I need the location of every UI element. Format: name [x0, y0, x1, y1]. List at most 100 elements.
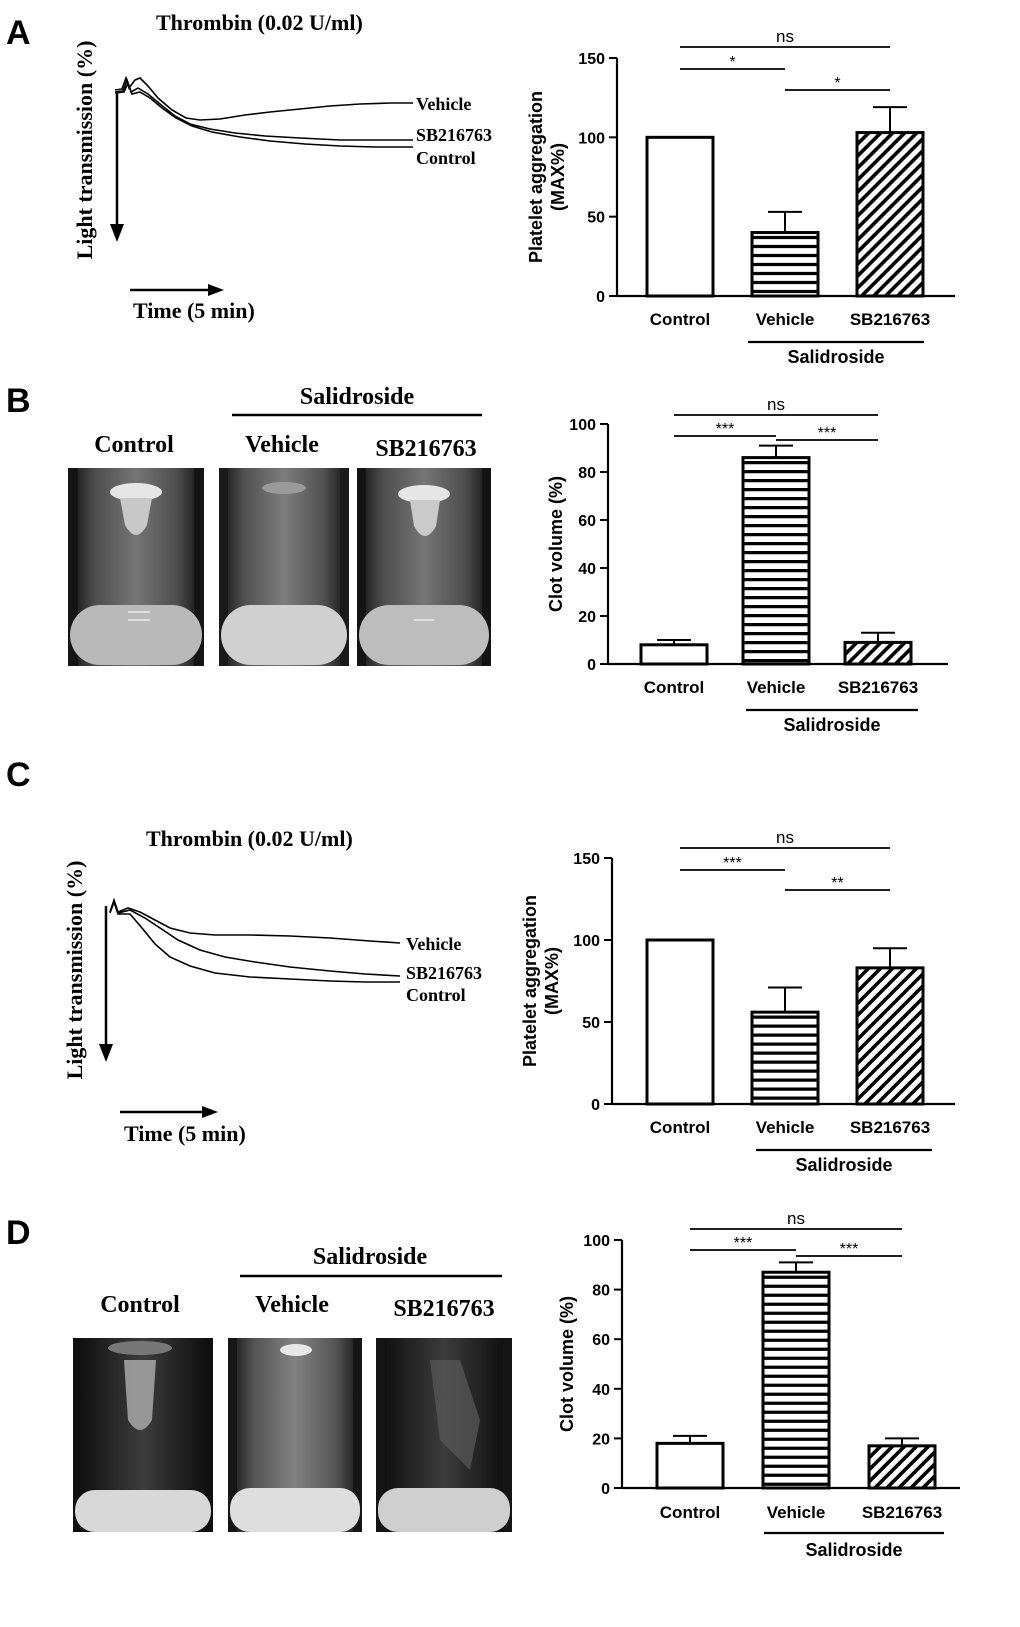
chart-c-sig-label-2: **	[831, 875, 843, 892]
chart-b-ytick-label-0: 0	[587, 657, 596, 674]
chart-b-sig-label-0: ns	[767, 395, 785, 414]
chart-c-ytick-label-3: 150	[573, 851, 600, 868]
chart-d-ytick-label-5: 100	[583, 1233, 610, 1250]
bar-chart-a: 0 50 100 150 Platelet aggregation (MAX%) Contr…	[526, 27, 955, 367]
chart-a-sig-label-0: ns	[776, 27, 794, 46]
trace-a-title: Thrombin (0.02 U/ml)	[156, 10, 363, 35]
photo-d: Salidroside Control Vehicle SB216763	[73, 1244, 512, 1532]
chart-d-ytick-label-0: 0	[601, 1481, 610, 1498]
photo-d-label-control: Control	[100, 1292, 180, 1318]
chart-a-ytick-label-0: 0	[596, 289, 605, 306]
chart-c-bar-0	[645, 938, 715, 1106]
bar-chart-b: 0 20 40 60 80 100 Clot volume (%) Control Vehicl…	[546, 395, 948, 735]
trace-a-curve-sb216763	[114, 77, 413, 141]
chart-b-category-label-1: Vehicle	[747, 678, 806, 697]
trace-c-curve-control	[109, 899, 400, 983]
panel-label-d: D	[6, 1214, 31, 1252]
chart-c-ylabel-line-0: Platelet aggregation	[520, 895, 540, 1067]
chart-b-ytick-label-3: 60	[578, 513, 596, 530]
chart-d-bar-bg-0	[657, 1443, 723, 1488]
chart-d-category-label-0: Control	[660, 1503, 720, 1522]
chart-b-ytick-label-5: 100	[569, 417, 596, 434]
photo-b-group-label: Salidroside	[300, 384, 415, 410]
photo-d-tube-sb216763	[376, 1338, 512, 1532]
chart-b-ytick-label-2: 40	[578, 561, 596, 578]
chart-b-group-label: Salidroside	[783, 715, 880, 735]
trace-c-curve-vehicle	[109, 897, 401, 944]
photo-d-tube-control	[73, 1338, 213, 1532]
chart-b-sig-label-2: ***	[818, 425, 837, 442]
photo-d-label-sb216763: SB216763	[393, 1296, 494, 1322]
chart-d-category-label-2: SB216763	[862, 1503, 942, 1522]
trace-c-ylabel: Light transmission (%)	[62, 861, 87, 1080]
trace-c-title: Thrombin (0.02 U/ml)	[146, 826, 353, 851]
panel-label-a: A	[6, 14, 31, 52]
chart-a-sig-label-2: *	[834, 75, 840, 92]
bar-pattern-a-2	[857, 132, 923, 296]
trace-a-curve-control	[114, 80, 413, 148]
chart-b-sig-label-1: ***	[716, 421, 735, 438]
photo-d-label-vehicle: Vehicle	[255, 1292, 329, 1318]
chart-c-ytick-label-1: 50	[582, 1015, 600, 1032]
chart-c-category-label-2: SB216763	[850, 1118, 930, 1137]
chart-a-category-label-1: Vehicle	[756, 310, 815, 329]
panel-label-c: C	[6, 756, 31, 794]
chart-a-ytick-label-1: 50	[587, 210, 605, 227]
chart-c-bar-bg-0	[647, 940, 713, 1104]
photo-b-label-control: Control	[94, 432, 174, 458]
bar-chart-d: 0 20 40 60 80 100 Clot volume (%) Control Vehicl…	[557, 1209, 960, 1560]
photo-b-tube-vehicle	[219, 468, 349, 666]
chart-b-ytick-label-1: 20	[578, 609, 596, 626]
trace-a-curve-vehicle	[114, 75, 413, 121]
chart-c-ylabel-line-1: (MAX%)	[542, 947, 562, 1015]
trace-a-ylabel: Light transmission (%)	[72, 41, 97, 260]
chart-b-ylabel: Clot volume (%)	[546, 476, 566, 612]
trace-a-label-sb216763: SB216763	[416, 125, 492, 145]
chart-a-ylabel-line-1: (MAX%)	[548, 143, 568, 211]
chart-a-bar-0	[645, 135, 715, 298]
bar-pattern-d-1	[763, 1275, 829, 1486]
trace-c-time-label: Time (5 min)	[124, 1121, 246, 1146]
photo-b-label-sb216763: SB216763	[375, 436, 476, 462]
chart-a-sig-label-1: *	[729, 54, 735, 71]
chart-d-ytick-label-2: 40	[592, 1382, 610, 1399]
chart-d-ytick-label-4: 80	[592, 1283, 610, 1300]
photo-d-group-label: Salidroside	[313, 1244, 428, 1270]
trace-c-label-control: Control	[406, 985, 466, 1005]
chart-d-ytick-label-3: 60	[592, 1332, 610, 1349]
trace-a-label-vehicle: Vehicle	[416, 94, 471, 114]
chart-c-ytick-label-2: 100	[573, 933, 600, 950]
trace-c-label-sb216763: SB216763	[406, 963, 482, 983]
photo-d-tube-vehicle	[228, 1338, 362, 1532]
chart-a-category-label-0: Control	[650, 310, 710, 329]
chart-b-category-label-0: Control	[644, 678, 704, 697]
chart-a-category-label-2: SB216763	[850, 310, 930, 329]
bar-pattern-b-1	[743, 461, 809, 663]
chart-d-group-label: Salidroside	[805, 1540, 902, 1560]
trace-a-down-arrow-head	[110, 224, 124, 242]
bar-pattern-a-1	[752, 235, 818, 294]
chart-a-ytick-label-3: 150	[578, 51, 605, 68]
chart-d-ylabel: Clot volume (%)	[557, 1296, 577, 1432]
trace-c-label-vehicle: Vehicle	[406, 934, 461, 954]
chart-b-bar-bg-0	[641, 644, 707, 664]
photo-b: Salidroside Control Vehicle SB216763	[68, 384, 491, 666]
chart-d-bar-bg-1	[763, 1272, 829, 1488]
photo-b-tube-control	[68, 468, 204, 666]
chart-c-ytick-label-0: 0	[591, 1097, 600, 1114]
chart-d-ytick-label-1: 20	[592, 1431, 610, 1448]
chart-d-sig-label-2: ***	[840, 1241, 859, 1258]
chart-d-sig-label-0: ns	[787, 1209, 805, 1228]
chart-c-sig-label-1: ***	[723, 855, 742, 872]
bar-pattern-c-1	[752, 1015, 818, 1100]
trace-c-down-arrow-head	[99, 1044, 113, 1062]
trace-a-label-control: Control	[416, 148, 476, 168]
chart-c-category-label-0: Control	[650, 1118, 710, 1137]
trace-a: Thrombin (0.02 U/ml) Light transmission …	[72, 10, 492, 323]
chart-a-bar-bg-0	[647, 137, 713, 296]
trace-c-curve-sb216763	[109, 898, 401, 977]
chart-d-sig-label-1: ***	[734, 1235, 753, 1252]
chart-c-group-label: Salidroside	[795, 1155, 892, 1175]
bar-chart-c: 0 50 100 150 Platelet aggregation (MAX%) Contr…	[520, 828, 955, 1175]
